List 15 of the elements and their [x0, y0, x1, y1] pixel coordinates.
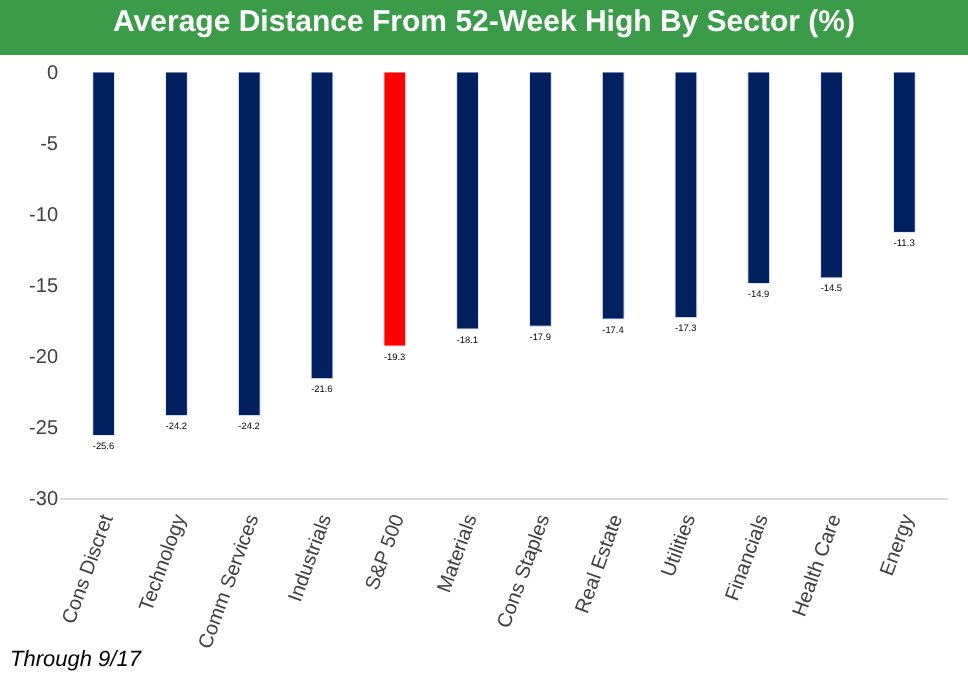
x-tick-label: Real Estate	[572, 511, 629, 617]
text: Through 9/17	[10, 648, 143, 672]
y-tick-label: -15	[29, 276, 59, 298]
x-tick-label: S&P 500	[362, 511, 411, 594]
y-tick-label: -10	[29, 205, 59, 227]
y-tick-label: 0	[46, 63, 59, 85]
x-tick-label: Cons Discret	[58, 511, 119, 628]
x-tick-label: Cons Staples	[494, 511, 556, 632]
y-tick-label: -5	[40, 134, 59, 156]
y-tick-label: -20	[29, 347, 59, 369]
y-tick-label: -30	[29, 489, 59, 511]
x-tick-label: Utilities	[658, 511, 701, 581]
x-tick-label: Health Care	[789, 511, 847, 620]
y-tick-label: -25	[29, 418, 59, 440]
chart-title: Average Distance From 52-Week High By Sector (%)	[113, 5, 855, 40]
